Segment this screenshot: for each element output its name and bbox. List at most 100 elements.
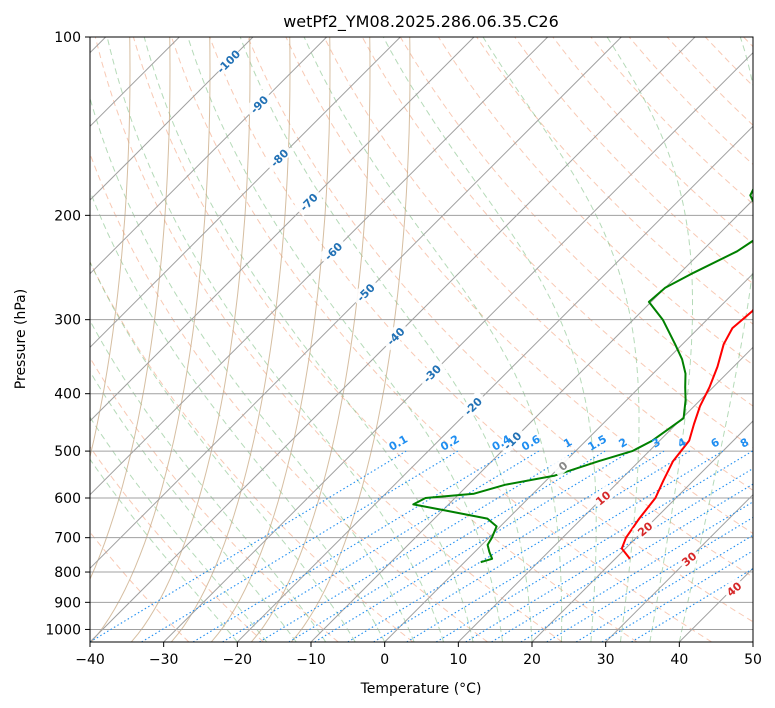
y-tick-label: 300 bbox=[54, 313, 81, 329]
mixing-ratio-lines bbox=[90, 450, 753, 642]
geopotential-curve bbox=[290, 37, 411, 642]
geopotential-curve bbox=[170, 37, 291, 642]
isotherm-label-bg bbox=[380, 320, 410, 351]
geopotential-curve bbox=[90, 37, 211, 642]
isotherm-line bbox=[90, 37, 254, 201]
x-axis-ticks: −40 −30 −20 −10 0 10 20 30 40 50 bbox=[75, 642, 762, 668]
y-tick-label: 900 bbox=[54, 595, 81, 611]
x-tick-label: 20 bbox=[523, 652, 541, 668]
mixing-ratio-line bbox=[90, 450, 407, 642]
geopotential-curve bbox=[90, 37, 171, 581]
dry-adiabats bbox=[90, 37, 753, 642]
isotherm-line bbox=[310, 199, 753, 642]
x-tick-label: 30 bbox=[597, 652, 615, 668]
dry-adiabat bbox=[94, 37, 563, 642]
moist-adiabat bbox=[90, 189, 386, 642]
x-tick-label: 10 bbox=[449, 652, 467, 668]
x-tick-label: −30 bbox=[149, 652, 179, 668]
geopotential-label-bg bbox=[676, 546, 701, 571]
mixing-ratio-line bbox=[141, 450, 458, 642]
isotherm-line bbox=[531, 420, 753, 642]
isotherm-lines bbox=[90, 37, 753, 642]
mixing-ratio-labels: 0.10.20.40.611.52346810131620253036 bbox=[387, 432, 751, 453]
geopotential-curve bbox=[210, 37, 331, 642]
moist-adiabat bbox=[239, 37, 533, 642]
dry-adiabat bbox=[90, 356, 339, 642]
y-axis-ticks: 1000 900 800 700 600 500 400 300 200 100 bbox=[45, 30, 90, 638]
x-tick-label: 50 bbox=[744, 652, 762, 668]
mixing-ratio-line bbox=[406, 450, 724, 642]
geopotential-curve bbox=[90, 37, 131, 459]
mixing-ratio-line bbox=[575, 534, 753, 642]
y-tick-label: 700 bbox=[54, 531, 81, 547]
isotherm-line bbox=[163, 51, 753, 642]
isotherm-line bbox=[457, 346, 753, 642]
x-tick-label: −10 bbox=[296, 652, 326, 668]
moist-adiabat bbox=[90, 370, 297, 642]
mixing-ratio-line bbox=[222, 450, 540, 642]
isotherm-label-bg bbox=[416, 358, 447, 388]
isotherm-label-bg bbox=[263, 142, 294, 173]
mixing-ratio-line bbox=[192, 450, 510, 642]
isotherm-line bbox=[90, 37, 401, 349]
chart-title: wetPf2_YM08.2025.286.06.35.C26 bbox=[283, 12, 559, 32]
geopotential-curve bbox=[250, 37, 371, 642]
geopotential-curves bbox=[90, 37, 411, 642]
isotherm-line bbox=[236, 125, 753, 642]
mixing-ratio-line bbox=[259, 450, 576, 642]
geopotential-label-bg bbox=[590, 485, 615, 510]
dry-adiabat bbox=[285, 37, 753, 535]
mixing-ratio-line bbox=[314, 450, 632, 642]
moist-adiabat bbox=[482, 37, 640, 642]
x-tick-label: 40 bbox=[670, 652, 688, 668]
isotherm-label-bg bbox=[317, 235, 348, 266]
moist-adiabat bbox=[90, 319, 327, 642]
x-tick-label: 0 bbox=[380, 652, 389, 668]
mixing-ratio-line bbox=[520, 501, 753, 642]
dry-adiabat bbox=[247, 37, 753, 578]
mixing-ratio-line bbox=[546, 516, 753, 642]
mixing-ratio-line bbox=[465, 467, 753, 642]
moist-adiabat bbox=[382, 37, 597, 642]
isotherm-line bbox=[90, 37, 549, 496]
dry-adiabat bbox=[90, 446, 264, 642]
moist-adiabat bbox=[187, 37, 503, 642]
dry-adiabat bbox=[90, 260, 414, 642]
mixing-ratio-line bbox=[347, 450, 665, 642]
moist-adiabat bbox=[303, 37, 563, 642]
mixing-ratio-line bbox=[373, 450, 691, 642]
x-axis-title: Temperature (°C) bbox=[360, 681, 482, 697]
geopotential-curve bbox=[130, 37, 251, 642]
y-tick-label: 1000 bbox=[45, 622, 81, 638]
dry-adiabat bbox=[476, 37, 753, 325]
x-tick-label: −20 bbox=[223, 652, 253, 668]
moist-adiabat bbox=[90, 416, 268, 642]
y-tick-label: 400 bbox=[54, 387, 81, 403]
y-tick-label: 200 bbox=[54, 208, 81, 224]
y-tick-label: 800 bbox=[54, 565, 81, 581]
isotherm-line bbox=[384, 272, 753, 642]
mixing-ratio-line bbox=[435, 450, 753, 642]
dewpoint-line bbox=[412, 187, 753, 564]
geopotential-label-bg bbox=[550, 453, 575, 478]
mixing-ratio-line bbox=[288, 450, 606, 642]
isotherm-label-bg bbox=[457, 390, 488, 421]
mixing-ratio-line bbox=[491, 483, 753, 642]
x-tick-label: −40 bbox=[75, 652, 105, 668]
isotherm-line bbox=[605, 493, 753, 642]
geopotential-label-bg bbox=[721, 576, 746, 601]
moist-adiabat bbox=[90, 458, 238, 642]
dry-adiabat bbox=[514, 37, 753, 285]
geopotential-label-bg bbox=[632, 516, 657, 541]
moist-adiabat bbox=[678, 37, 753, 642]
isotherm-line bbox=[90, 37, 328, 275]
dry-adiabat bbox=[209, 37, 753, 623]
plot-frame bbox=[89, 36, 754, 643]
y-tick-label: 100 bbox=[54, 30, 81, 46]
isotherm-line bbox=[90, 37, 475, 422]
isotherm-line bbox=[90, 37, 622, 570]
isotherm-label-bg bbox=[496, 425, 527, 455]
dry-adiabat bbox=[132, 37, 638, 642]
